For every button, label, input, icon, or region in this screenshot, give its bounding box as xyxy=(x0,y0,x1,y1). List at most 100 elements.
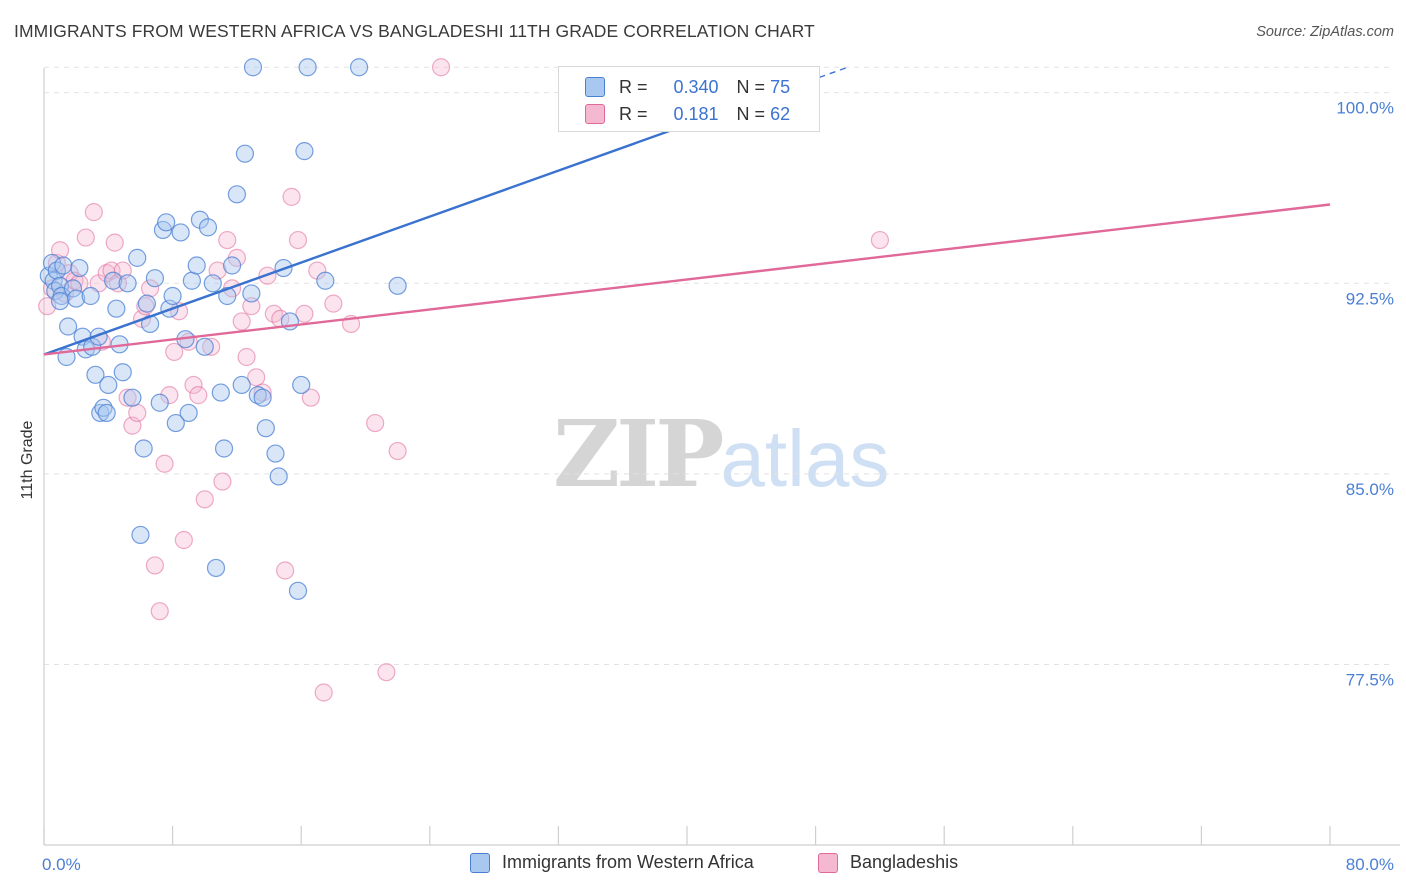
point-western-africa xyxy=(214,439,234,458)
source-label: Source: ZipAtlas.com xyxy=(1256,24,1394,40)
point-western-africa xyxy=(128,248,147,267)
tick-labels: 77.5% 85.0% 92.5% 100.0% 0.0% 80.0% xyxy=(42,99,1394,874)
n-label: N = xyxy=(736,76,766,97)
point-bangladeshis xyxy=(232,312,251,331)
y-tick-label: 100.0% xyxy=(1336,99,1394,118)
trend-line-western-africa xyxy=(43,120,696,356)
point-bangladeshis xyxy=(431,58,451,77)
point-bangladeshis xyxy=(160,386,179,405)
legend-item-western-africa[interactable]: Immigrants from Western Africa xyxy=(470,852,754,873)
n-value: 62 xyxy=(770,103,791,124)
point-bangladeshis xyxy=(202,337,221,356)
point-bangladeshis xyxy=(237,347,256,367)
point-western-africa xyxy=(222,256,242,275)
point-western-africa xyxy=(298,58,317,77)
point-western-africa xyxy=(81,286,100,306)
point-bangladeshis xyxy=(276,561,295,580)
point-western-africa xyxy=(288,581,308,600)
point-western-africa xyxy=(163,286,182,306)
point-bangladeshis xyxy=(242,297,261,316)
x-tick-label: 0.0% xyxy=(42,855,81,874)
series-legend: Immigrants from Western Africa Banglades… xyxy=(0,852,1406,878)
point-western-africa xyxy=(157,213,176,232)
legend-label: Immigrants from Western Africa xyxy=(502,852,754,872)
point-western-africa xyxy=(70,258,89,278)
point-western-africa xyxy=(211,383,230,402)
point-bangladeshis xyxy=(377,663,396,682)
point-bangladeshis xyxy=(150,602,169,621)
point-western-africa xyxy=(67,289,86,308)
point-bangladeshis xyxy=(195,490,214,509)
point-bangladeshis xyxy=(105,233,124,252)
point-bangladeshis xyxy=(213,472,232,491)
point-western-africa xyxy=(59,317,78,336)
point-western-africa xyxy=(349,58,369,77)
point-western-africa xyxy=(269,467,288,486)
point-western-africa xyxy=(295,142,314,161)
point-western-africa xyxy=(316,271,335,290)
point-western-africa xyxy=(232,375,251,395)
point-western-africa xyxy=(292,375,311,395)
point-bangladeshis xyxy=(301,388,320,407)
point-western-africa xyxy=(243,58,263,77)
watermark-atlas: atlas xyxy=(720,414,890,503)
pink-swatch xyxy=(585,104,605,124)
point-western-africa xyxy=(182,271,201,290)
n-value: 75 xyxy=(770,76,791,97)
point-bangladeshis xyxy=(288,230,308,250)
point-western-africa xyxy=(104,271,123,290)
point-western-africa xyxy=(113,363,132,382)
r-label: R = xyxy=(619,76,648,97)
point-western-africa xyxy=(118,274,137,293)
point-western-africa xyxy=(166,413,185,433)
point-bangladeshis xyxy=(295,304,314,323)
point-western-africa xyxy=(266,444,285,463)
point-bangladeshis xyxy=(155,454,174,473)
watermark-zip: ZIP xyxy=(553,400,724,508)
point-western-africa xyxy=(195,337,214,356)
point-western-africa xyxy=(134,439,153,458)
stats-row-western-africa: R = 0.340 N = 75 xyxy=(585,74,790,100)
point-western-africa xyxy=(253,388,272,407)
point-western-africa xyxy=(388,276,407,295)
point-bangladeshis xyxy=(314,683,333,702)
point-western-africa xyxy=(171,223,190,242)
point-bangladeshis xyxy=(324,294,343,313)
point-western-africa xyxy=(206,558,226,578)
point-bangladeshis xyxy=(145,556,165,575)
blue-swatch xyxy=(470,852,490,873)
point-bangladeshis xyxy=(388,441,407,461)
chart-title: IMMIGRANTS FROM WESTERN AFRICA VS BANGLA… xyxy=(14,21,815,41)
point-bangladeshis xyxy=(84,203,103,222)
point-western-africa xyxy=(54,256,73,275)
point-western-africa xyxy=(150,393,169,412)
point-western-africa xyxy=(198,218,218,237)
point-bangladeshis xyxy=(870,230,890,250)
point-bangladeshis xyxy=(118,388,137,407)
axes xyxy=(43,68,1400,846)
point-bangladeshis xyxy=(174,530,193,550)
point-bangladeshis xyxy=(247,368,266,387)
point-western-africa xyxy=(86,365,105,384)
point-bangladeshis xyxy=(76,228,95,247)
watermark: ZIPatlas xyxy=(553,400,889,508)
point-bangladeshis xyxy=(218,230,237,250)
legend-item-bangladeshis[interactable]: Bangladeshis xyxy=(818,852,958,873)
trend-line-bangladeshis xyxy=(43,203,1331,356)
point-western-africa xyxy=(203,274,222,293)
point-western-africa xyxy=(97,403,116,423)
point-bangladeshis xyxy=(128,403,147,423)
y-tick-label: 92.5% xyxy=(1346,289,1394,308)
stats-legend: R = 0.340 N = 75 R = 0.181 N = 62 xyxy=(558,66,820,132)
n-label: N = xyxy=(736,103,766,124)
point-western-africa xyxy=(123,388,142,407)
r-label: R = xyxy=(619,103,648,124)
point-western-africa xyxy=(242,284,261,303)
y-tick-label: 85.0% xyxy=(1346,480,1394,499)
point-western-africa xyxy=(91,403,110,423)
pink-swatch xyxy=(818,852,838,873)
point-western-africa xyxy=(145,269,165,288)
point-western-africa xyxy=(235,144,255,163)
series-western-africa xyxy=(39,58,407,600)
